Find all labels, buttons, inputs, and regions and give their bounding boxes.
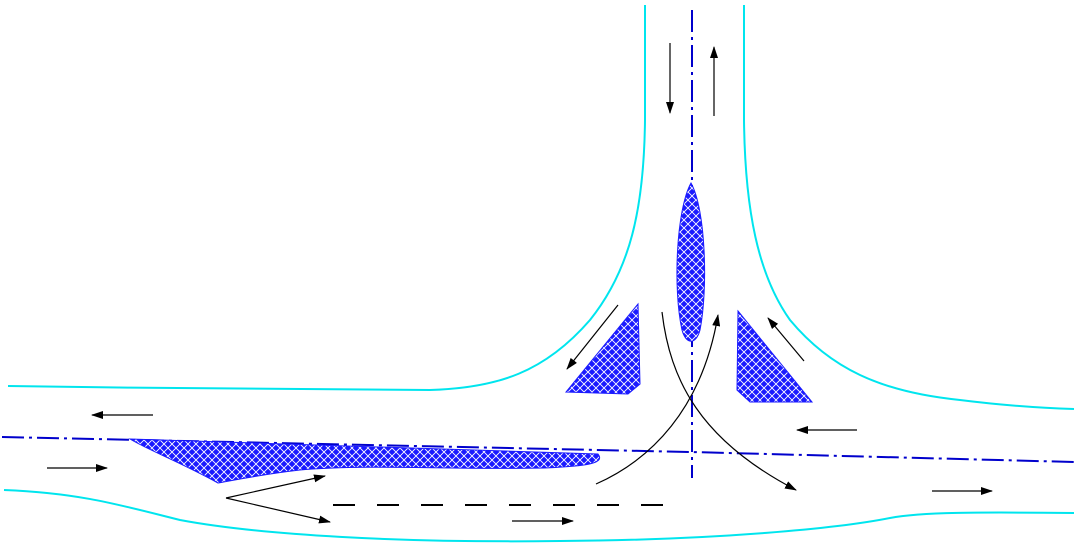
arrow-right-turn-in — [767, 317, 805, 362]
north-center-island — [676, 181, 706, 342]
arrow-right-turn-out — [661, 311, 797, 491]
main-road-south-edge — [3, 489, 1075, 543]
north-road-right-edge — [743, 5, 1075, 410]
main-road-median-island — [128, 438, 601, 484]
right-triangle-island — [736, 309, 814, 403]
left-triangle-island — [564, 302, 641, 395]
arrow-merge-out — [225, 497, 331, 524]
arrow-left-turn-out — [566, 304, 619, 370]
north-road-left-edge — [7, 5, 646, 392]
arrow-merge-in — [225, 474, 326, 499]
arrow-left-turn-in — [595, 314, 721, 485]
